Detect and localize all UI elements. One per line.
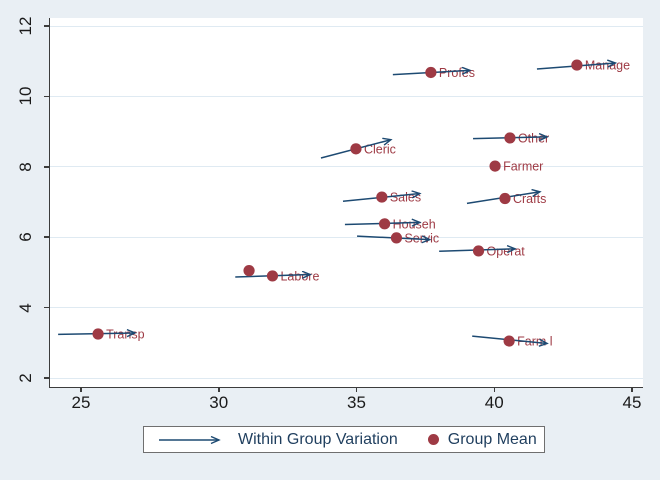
group-mean-dot bbox=[350, 143, 362, 155]
group-label: Manage bbox=[585, 59, 630, 73]
y-gridline bbox=[50, 377, 643, 379]
group-mean-dot bbox=[489, 160, 501, 172]
legend-variation-label: Within Group Variation bbox=[238, 430, 398, 448]
group-mean-dot bbox=[243, 265, 255, 277]
group-label: Other bbox=[518, 131, 549, 145]
group-mean-dot bbox=[379, 218, 391, 230]
y-tick-mark bbox=[44, 25, 49, 27]
legend-mean-label: Group Mean bbox=[447, 430, 537, 448]
group-label: Profes bbox=[439, 66, 475, 80]
x-tick-mark bbox=[631, 387, 633, 392]
group-mean-dot bbox=[376, 191, 388, 203]
y-tick-mark bbox=[44, 166, 49, 168]
group-label: Operat bbox=[487, 244, 526, 258]
group-label: Cleric bbox=[364, 142, 396, 156]
group-mean-dot bbox=[571, 59, 583, 71]
group-mean-dot bbox=[499, 192, 511, 205]
x-tick-mark bbox=[80, 387, 82, 392]
y-tick-mark bbox=[44, 377, 49, 379]
filled-circle-icon bbox=[427, 434, 439, 445]
group-label: Sales bbox=[390, 191, 421, 205]
x-tick-label: 30 bbox=[209, 393, 229, 412]
legend: Within Group Variation Group Mean bbox=[143, 426, 545, 453]
x-tick-mark bbox=[218, 387, 220, 392]
y-gridline bbox=[50, 25, 643, 27]
y-tick-mark bbox=[44, 236, 49, 238]
group-mean-dot bbox=[504, 132, 516, 144]
right-arrow-icon bbox=[159, 434, 229, 446]
y-tick-mark bbox=[44, 306, 49, 309]
x-tick-label: 35 bbox=[347, 393, 366, 412]
group-label: Transp bbox=[106, 328, 144, 342]
x-tick-label: 45 bbox=[622, 393, 642, 412]
group-mean-dot bbox=[266, 270, 279, 282]
y-gridline bbox=[50, 166, 643, 168]
x-tick-label: 25 bbox=[71, 393, 91, 412]
x-tick-label: 40 bbox=[484, 393, 504, 412]
group-label: Farmer bbox=[503, 160, 543, 174]
group-mean-dot bbox=[472, 245, 485, 257]
y-tick-mark bbox=[44, 95, 49, 98]
y-gridline bbox=[50, 236, 643, 238]
group-label: Labore bbox=[280, 269, 319, 283]
plot-area bbox=[49, 18, 643, 388]
group-mean-dot bbox=[503, 335, 515, 347]
group-mean-dot bbox=[425, 66, 437, 79]
group-label: Househ bbox=[393, 217, 436, 231]
y-gridline bbox=[50, 307, 643, 309]
x-tick-mark bbox=[355, 387, 358, 392]
x-tick-mark bbox=[493, 387, 495, 392]
group-mean-dot bbox=[390, 232, 403, 244]
group-mean-dot bbox=[92, 328, 104, 340]
y-gridline bbox=[50, 95, 643, 97]
